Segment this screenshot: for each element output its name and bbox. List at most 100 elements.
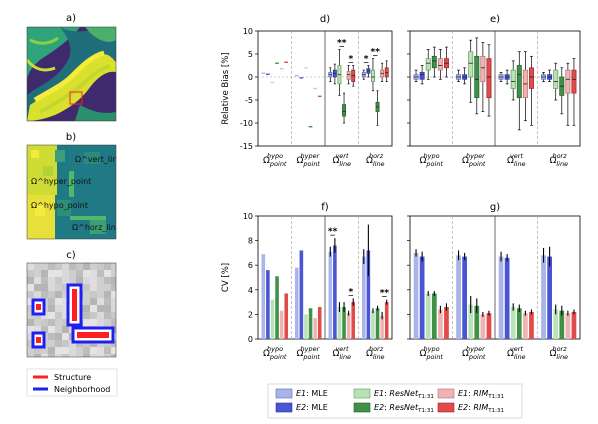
bar-e2res [375,308,380,339]
box-e2rim [528,67,534,89]
bg-pixel [83,347,90,354]
bar-e1res [510,307,516,339]
bg-pixel [34,354,41,357]
bg-pixel [55,319,62,326]
group-label-horz-line: Ωlinehorz [366,152,385,168]
bg-pixel [69,354,76,357]
bg-pixel [55,284,62,291]
bg-pixel [27,277,34,284]
bg-pixel [27,312,34,319]
bg-pixel [27,298,34,305]
bg-pixel [62,284,69,291]
bg-pixel [62,277,69,284]
bg-pixel [34,263,41,270]
bg-pixel [111,291,116,298]
bg-pixel [83,277,90,284]
bg-pixel [27,354,34,357]
bar-e1res [270,299,275,339]
legend-label-e2mle: E2: MLE [296,403,328,412]
bg-pixel [62,354,69,357]
bg-pixel [62,326,69,333]
bg-pixel [83,291,90,298]
bg-pixel [76,347,83,354]
bar-e1res [425,293,431,339]
neighborhood-label: Neighborhood [54,385,110,394]
bg-pixel [97,263,104,270]
bar-e1rim [313,318,317,339]
bar-e1mle [261,254,266,339]
panel-label-e: e) [490,14,500,25]
bg-pixel [97,291,104,298]
bg-pixel [104,312,111,319]
y-tick-label: 8 [248,237,253,246]
bg-pixel [104,298,111,305]
bg-pixel [27,333,34,340]
bar-e1mle [456,255,461,339]
bg-pixel [111,284,116,291]
bar-e1rim [480,314,486,339]
bg-pixel [104,354,111,357]
bg-pixel [55,347,62,354]
bg-pixel [62,319,69,326]
y-tick-label: 4 [248,286,253,295]
significance-label: ** [371,48,381,58]
bg-pixel [34,277,41,284]
bar-e2rim [571,311,577,339]
bar-e1rim [438,309,443,339]
box-e2res [342,104,346,117]
bg-pixel [111,298,116,305]
y-axis-label: Relative Bias [%] [221,52,231,124]
group-label-horz-line: Ωlinehorz [549,152,568,168]
bar-e2mle [366,250,371,339]
box-e2mle [419,72,425,80]
bar-e1rim [523,313,528,339]
bg-pixel [34,284,41,291]
bg-pixel [62,340,69,347]
legend-label-e2rim: E2: RIMT1:31 [458,403,504,414]
bg-pixel [97,319,104,326]
bar-e1mle [541,255,546,339]
bg-pixel [48,263,55,270]
bg-pixel [62,270,69,277]
bg-pixel [41,319,48,326]
panel-label-f: f) [321,202,329,213]
bg-pixel [83,312,90,319]
bg-pixel [97,305,104,312]
bar-e1mle [498,256,504,339]
panel-a-image [27,27,116,121]
bg-pixel [69,347,76,354]
legend-swatch-e2mle [275,402,293,413]
bar-e1mle [362,256,366,339]
bg-pixel [111,354,116,357]
bg-pixel [48,326,55,333]
bg-pixel [62,263,69,270]
bar-e1res [553,309,559,339]
bg-pixel [90,291,97,298]
bg-pixel [104,284,111,291]
legend-swatch-e2rim [437,402,455,413]
bar-e1mle [413,252,419,339]
y-tick-label: 0 [248,73,253,82]
bg-pixel [90,263,97,270]
bg-pixel [27,326,34,333]
legend-swatch-e1mle [275,388,293,399]
bg-pixel [41,326,48,333]
bar-e1res [371,310,375,339]
bg-pixel [111,319,116,326]
significance-label: ** [328,227,338,237]
bg-pixel [62,333,69,340]
bg-pixel [97,347,104,354]
bg-pixel [48,277,55,284]
bar-e2mle [462,256,467,339]
bg-pixel [62,312,69,319]
panel-label-d: d) [320,14,330,25]
bg-pixel [27,305,34,312]
bg-pixel [90,305,97,312]
bg-pixel [62,347,69,354]
bg-pixel [27,291,34,298]
bar-e1rim [346,313,351,339]
bg-pixel [90,347,97,354]
bar-e2rim [444,307,449,339]
bg-pixel [27,340,34,347]
panel-label-a: a) [66,13,76,24]
